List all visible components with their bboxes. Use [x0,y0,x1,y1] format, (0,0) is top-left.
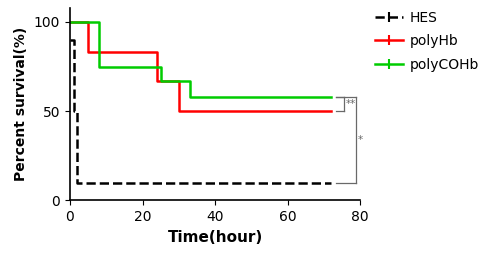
polyHb [194,110,200,113]
polyCOHb [96,65,102,68]
Line: polyHb: polyHb [70,22,331,111]
polyCOHb [158,79,164,82]
polyCOHb [158,65,164,68]
polyHb [176,110,182,113]
polyCOHb [328,95,334,98]
HES [74,181,80,184]
polyCOHb [186,79,192,82]
polyCOHb [212,95,218,98]
Y-axis label: Percent survival(%): Percent survival(%) [14,27,28,181]
Line: HES: HES [70,40,331,183]
Text: *: * [358,135,364,145]
polyHb [176,79,182,82]
HES [70,110,76,113]
polyCOHb [328,95,334,98]
polyHb [67,21,73,24]
Line: polyCOHb: polyCOHb [70,22,331,97]
HES [78,181,84,184]
HES [67,38,73,41]
HES [328,181,334,184]
polyHb [194,110,200,113]
HES [78,181,84,184]
HES [328,181,334,184]
X-axis label: Time(hour): Time(hour) [168,230,262,245]
polyHb [85,51,91,54]
Legend: HES, polyHb, polyCOHb: HES, polyHb, polyCOHb [370,5,485,78]
polyCOHb [186,95,192,98]
polyCOHb [67,21,73,24]
polyCOHb [96,21,102,24]
Text: **: ** [346,99,356,109]
polyCOHb [212,95,218,98]
polyHb [328,110,334,113]
polyHb [154,51,160,54]
polyHb [85,21,91,24]
HES [70,38,76,41]
polyHb [328,110,334,113]
HES [74,110,80,113]
polyHb [154,79,160,82]
